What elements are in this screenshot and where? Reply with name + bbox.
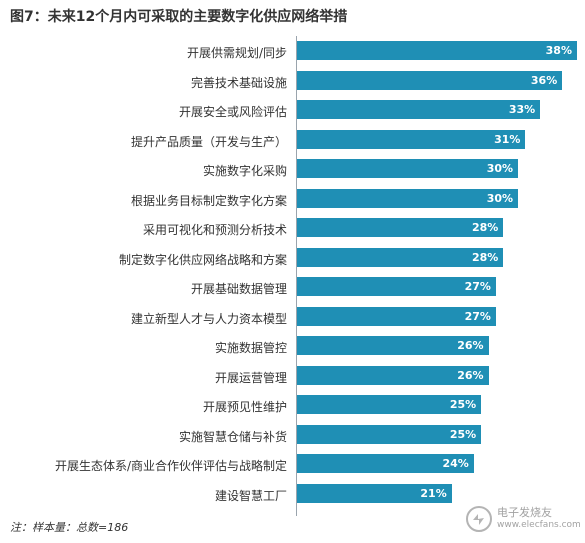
category-label: 制定数字化供应网络战略和方案	[118, 252, 287, 267]
bar: 21%	[297, 483, 452, 503]
bar: 25%	[297, 424, 482, 444]
category-label: 开展预见性维护	[202, 400, 287, 414]
bar: 27%	[297, 306, 496, 326]
bar-row: 建设智慧工厂 21%	[0, 481, 585, 510]
bar: 25%	[297, 395, 482, 414]
bar: 24%	[297, 454, 474, 473]
bar-value-label: 25%	[449, 427, 477, 441]
bar: 28%	[297, 247, 504, 267]
bar: 27%	[297, 277, 496, 296]
bar-value-label: 26%	[457, 368, 484, 382]
bar-row: 提升产品质量（开发与生产） 31%	[0, 127, 585, 156]
sample-note: 注：样本量：总数=186	[10, 521, 129, 534]
bar-value-label: 28%	[471, 221, 499, 234]
bar-row: 开展生态体系/商业合作伙伴评估与战略制定 24%	[0, 451, 585, 480]
category-label: 完善技术基础设施	[190, 75, 287, 90]
category-label: 开展安全或风险评估	[178, 105, 287, 119]
elecfans-logo-icon	[466, 506, 492, 532]
bar-row: 开展安全或风险评估 33%	[0, 97, 585, 126]
bar-value-label: 31%	[494, 132, 521, 146]
bar: 31%	[297, 129, 526, 149]
bar-row: 实施数字化采购 30%	[0, 156, 585, 185]
bar-row: 开展预见性维护 25%	[0, 392, 585, 421]
bar-value-label: 28%	[471, 250, 499, 264]
bar-row: 完善技术基础设施 36%	[0, 68, 585, 97]
bar-row: 建立新型人才与人力资本模型 27%	[0, 304, 585, 333]
bar-row: 开展运营管理 26%	[0, 363, 585, 392]
category-axis-line	[296, 36, 297, 516]
watermark-url: www.elecfans.com	[497, 520, 581, 530]
category-label: 实施智慧仓储与补货	[178, 429, 287, 444]
bar-row: 采用可视化和预测分析技术 28%	[0, 215, 585, 244]
category-label: 开展基础数据管理	[190, 282, 287, 296]
bar: 30%	[297, 188, 519, 208]
bar: 38%	[297, 41, 577, 60]
bar: 26%	[297, 336, 489, 355]
category-label: 开展运营管理	[214, 370, 287, 385]
bar-row: 制定数字化供应网络战略和方案 28%	[0, 245, 585, 274]
bar: 28%	[297, 218, 504, 237]
bar: 33%	[297, 100, 541, 119]
category-label: 实施数字化采购	[202, 164, 287, 178]
category-label: 开展生态体系/商业合作伙伴评估与战略制定	[54, 459, 287, 473]
category-label: 建立新型人才与人力资本模型	[130, 311, 287, 326]
category-label: 根据业务目标制定数字化方案	[130, 193, 287, 208]
watermark-brand: 电子发烧友	[497, 506, 552, 519]
bar-value-label: 27%	[464, 280, 491, 293]
bar-value-label: 21%	[420, 486, 447, 500]
category-label: 提升产品质量（开发与生产）	[130, 134, 287, 149]
bar-value-label: 24%	[442, 457, 469, 470]
bar-row: 实施数据管控 26%	[0, 333, 585, 362]
bar-value-label: 30%	[486, 191, 514, 205]
bar: 30%	[297, 159, 519, 178]
bar: 26%	[297, 365, 489, 385]
bar-value-label: 30%	[486, 162, 514, 175]
chart-title: 图7：未来12个月内可采取的主要数字化供应网络举措	[10, 9, 348, 25]
watermark-logo: 电子发烧友 www.elecfans.com	[465, 503, 581, 535]
category-label: 实施数据管控	[214, 341, 287, 355]
bar-value-label: 33%	[508, 103, 536, 116]
bar-value-label: 38%	[545, 44, 572, 57]
bar-row: 开展基础数据管理 27%	[0, 274, 585, 303]
bar-value-label: 26%	[457, 339, 484, 352]
bar-row: 开展供需规划/同步 38%	[0, 38, 585, 67]
category-label: 建设智慧工厂	[214, 488, 287, 503]
category-label: 开展供需规划/同步	[186, 46, 287, 60]
bar-row: 根据业务目标制定数字化方案 30%	[0, 186, 585, 215]
bar-value-label: 36%	[530, 73, 558, 87]
bar: 36%	[297, 70, 563, 90]
bar-value-label: 27%	[464, 309, 491, 323]
category-label: 采用可视化和预测分析技术	[142, 223, 287, 237]
bar-row: 实施智慧仓储与补货 25%	[0, 422, 585, 451]
bar-value-label: 25%	[449, 398, 477, 411]
